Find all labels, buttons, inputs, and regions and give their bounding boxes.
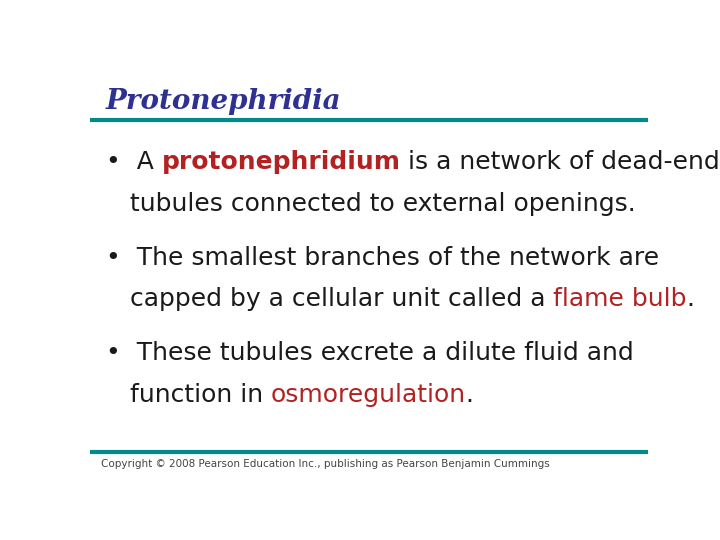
Text: .: . [466, 383, 474, 407]
Text: is a network of dead-end: is a network of dead-end [400, 150, 720, 174]
Text: •  These tubules excrete a dilute fluid and: • These tubules excrete a dilute fluid a… [106, 341, 634, 365]
Text: capped by a cellular unit called a: capped by a cellular unit called a [106, 287, 553, 311]
Text: tubules connected to external openings.: tubules connected to external openings. [106, 192, 635, 215]
Text: function in: function in [106, 383, 271, 407]
Text: flame bulb: flame bulb [553, 287, 687, 311]
Text: •  A: • A [106, 150, 161, 174]
Text: Protonephridia: Protonephridia [106, 87, 341, 114]
Text: .: . [687, 287, 695, 311]
Text: Copyright © 2008 Pearson Education Inc., publishing as Pearson Benjamin Cummings: Copyright © 2008 Pearson Education Inc.,… [101, 459, 550, 469]
Text: osmoregulation: osmoregulation [271, 383, 466, 407]
Text: •  The smallest branches of the network are: • The smallest branches of the network a… [106, 246, 659, 269]
Text: protonephridium: protonephridium [161, 150, 400, 174]
